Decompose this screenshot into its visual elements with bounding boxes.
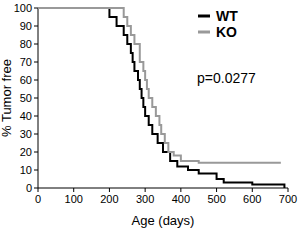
y-tick-label: 80 — [20, 38, 32, 50]
y-tick — [34, 170, 38, 171]
survival-line — [38, 8, 284, 188]
x-tick-label: 700 — [279, 193, 297, 205]
y-tick-label: 30 — [20, 128, 32, 140]
x-tick-label: 200 — [100, 193, 118, 205]
y-tick — [34, 98, 38, 99]
y-axis-label: % Tumor free — [0, 59, 14, 137]
y-tick-label: 90 — [20, 20, 32, 32]
x-tick-label: 100 — [65, 193, 83, 205]
y-tick — [34, 188, 38, 189]
x-tick — [145, 188, 146, 192]
legend-swatch — [198, 15, 210, 18]
y-tick — [34, 62, 38, 63]
y-tick-label: 20 — [20, 146, 32, 158]
x-axis-label: Age (days) — [132, 213, 195, 228]
x-tick-label: 0 — [35, 193, 41, 205]
x-tick — [109, 188, 110, 192]
y-tick-label: 100 — [14, 2, 32, 14]
x-tick-label: 300 — [136, 193, 154, 205]
x-tick — [38, 188, 39, 192]
legend-swatch — [198, 31, 210, 34]
y-tick — [34, 26, 38, 27]
y-tick-label: 40 — [20, 110, 32, 122]
y-tick-label: 0 — [26, 182, 32, 194]
y-tick — [34, 44, 38, 45]
y-tick — [34, 116, 38, 117]
x-tick-label: 400 — [172, 193, 190, 205]
y-tick-label: 50 — [20, 92, 32, 104]
x-tick — [288, 188, 289, 192]
legend-label: WT — [216, 8, 238, 24]
y-tick — [34, 8, 38, 9]
y-tick — [34, 152, 38, 153]
survival-line — [38, 8, 281, 163]
x-tick — [252, 188, 253, 192]
y-tick — [34, 134, 38, 135]
x-tick-label: 500 — [207, 193, 225, 205]
x-axis — [38, 188, 288, 189]
annotation: p=0.0277 — [197, 70, 256, 86]
y-tick-label: 70 — [20, 56, 32, 68]
y-tick — [34, 80, 38, 81]
chart: 0 10 20 30 40 50 60 70 80 90 100 0 100 200 300 400 500 60… — [0, 0, 300, 233]
legend-label: KO — [216, 24, 237, 40]
x-tick — [216, 188, 217, 192]
y-tick-label: 60 — [20, 74, 32, 86]
x-tick-label: 600 — [243, 193, 261, 205]
plot-area — [38, 8, 284, 188]
x-tick — [73, 188, 74, 192]
x-tick — [180, 188, 181, 192]
y-tick-label: 10 — [20, 164, 32, 176]
